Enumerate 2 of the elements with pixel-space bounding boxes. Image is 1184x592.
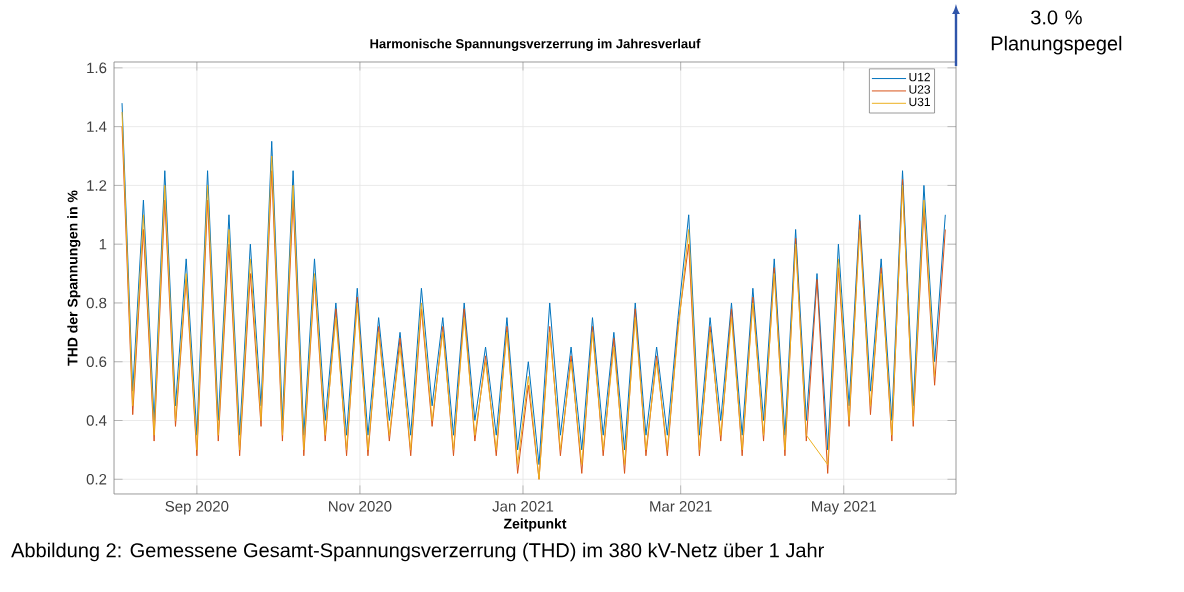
text: 3.0 % Planungspegel	[991, 10, 1122, 55]
text: Abbildung 2: Gemessene Gesamt-Spannungsverzerrung (THD) im 380 kV-Netz über 1 Jahr	[11, 542, 824, 562]
